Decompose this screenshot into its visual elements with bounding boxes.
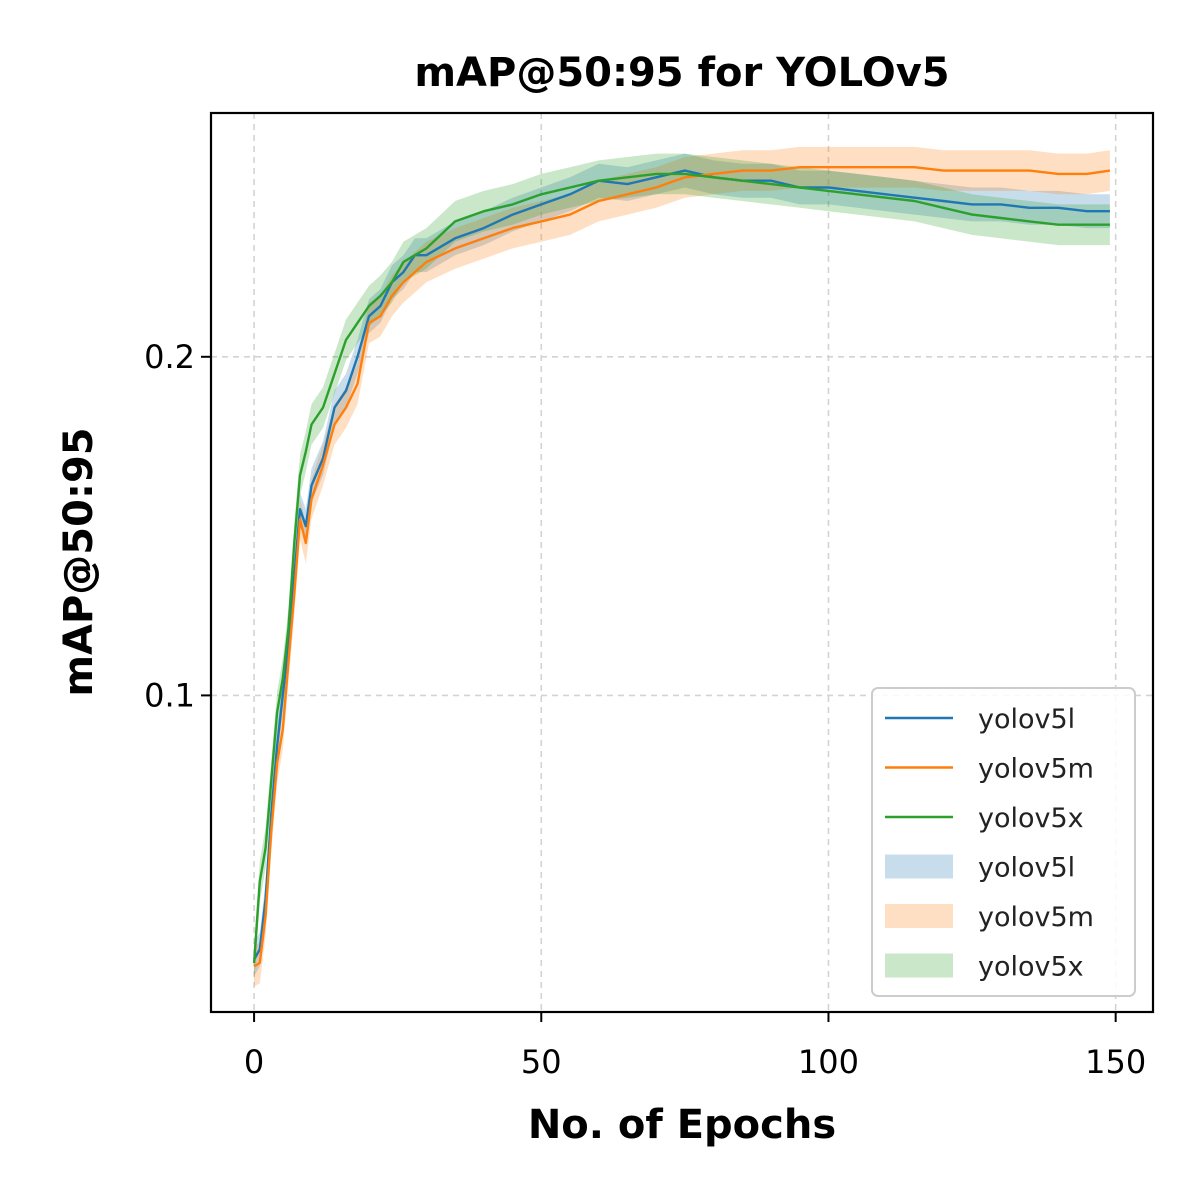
y-tick-label: 0.1 xyxy=(144,676,195,714)
x-tick-label: 150 xyxy=(1085,1043,1146,1081)
legend-band-swatch xyxy=(885,953,953,978)
legend-label: yolov5m xyxy=(978,902,1094,933)
line-yolov5x xyxy=(252,172,1110,963)
x-tick-label: 0 xyxy=(244,1043,264,1081)
x-axis-ticks: 0 50 100 150 xyxy=(244,1012,1146,1081)
legend-label: yolov5l xyxy=(978,704,1075,735)
line-yolov5m xyxy=(253,165,1111,968)
x-tick-label: 50 xyxy=(521,1043,562,1081)
legend-band-swatch xyxy=(885,854,953,879)
y-tick-label: 0.2 xyxy=(144,338,195,376)
band-yolov5x xyxy=(254,153,1110,984)
plot-frame xyxy=(209,111,1155,1014)
legend-band-swatch xyxy=(885,904,953,928)
x-axis-label: No. of Epochs xyxy=(528,1102,836,1148)
y-axis-label: mAP@50:95 xyxy=(56,427,102,696)
y-axis-ticks: 0.1 0.2 xyxy=(144,338,211,714)
legend-label: yolov5l xyxy=(978,853,1075,884)
legend-box xyxy=(871,687,1136,997)
legend-label: yolov5x xyxy=(978,803,1084,834)
x-tick-label: 100 xyxy=(798,1043,859,1081)
legend-label: yolov5x xyxy=(978,952,1084,983)
legend-label: yolov5m xyxy=(978,754,1094,785)
legend: yolov5l yolov5m yolov5x yolov5l yolov5m yolov… xyxy=(871,687,1136,997)
chart-title: mAP@50:95 for YOLOv5 xyxy=(414,50,949,96)
confidence-bands xyxy=(254,146,1110,987)
series-lines xyxy=(252,165,1111,968)
